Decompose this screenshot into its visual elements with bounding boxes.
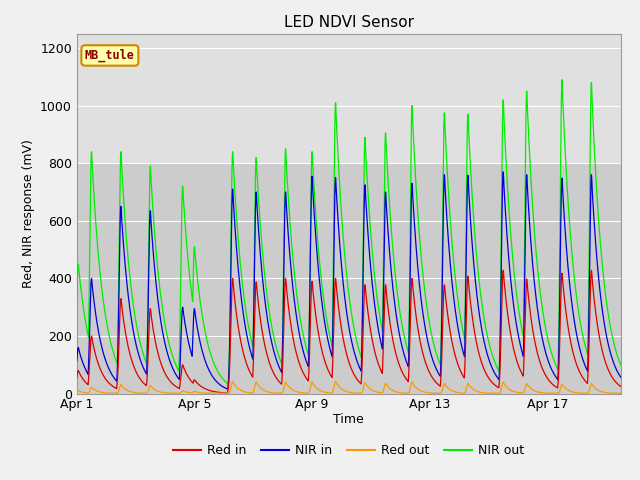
Text: MB_tule: MB_tule (85, 49, 135, 62)
Y-axis label: Red, NIR response (mV): Red, NIR response (mV) (22, 139, 35, 288)
Bar (77, 163, 621, 394)
X-axis label: Time: Time (333, 413, 364, 426)
Bar (77, 34, 621, 163)
Legend: Red in, NIR in, Red out, NIR out: Red in, NIR in, Red out, NIR out (168, 440, 529, 462)
Title: LED NDVI Sensor: LED NDVI Sensor (284, 15, 414, 30)
